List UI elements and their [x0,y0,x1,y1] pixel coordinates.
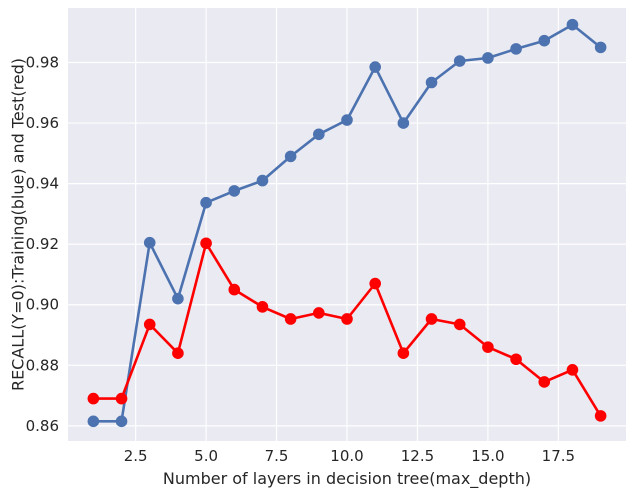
x-tick-label: 5.0 [194,447,218,465]
y-tick-label: 0.96 [26,114,59,132]
series-1-point [87,415,100,428]
y-tick-label: 0.86 [26,417,59,435]
series-1-point [482,52,494,64]
series-1-point [172,292,184,305]
series-1-point [538,34,551,47]
series-1-point [341,114,353,126]
x-axis-label: Number of layers in decision tree(max_de… [163,469,531,489]
series-1-point [566,18,579,31]
x-tick-label: 10.0 [330,447,363,465]
y-tick-label: 0.88 [26,356,59,374]
series-2-point [284,313,297,325]
series-2-point [313,307,325,319]
series-2-point [453,318,466,331]
y-tick-label: 0.92 [26,235,59,253]
x-tick-label: 17.5 [542,447,575,465]
series-2-point [538,376,551,388]
series-2-point [256,301,269,313]
y-axis-label: RECALL(Y=0):Training(blue) and Test(red) [9,58,28,391]
series-2-point [594,410,607,422]
series-1-point [425,76,438,89]
x-tick-label: 2.5 [124,447,148,465]
series-2-point [87,392,100,405]
x-tick-label: 7.5 [265,447,289,465]
x-axis-ticks: 2.5 5.0 7.5 10.0 12.5 15.0 17.5 [124,447,575,465]
series-2-point [510,353,522,366]
series-1-point [397,117,410,129]
series-1-point [510,43,522,55]
series-2-point [228,283,241,296]
series-2-point [425,313,438,325]
series-2-point [369,277,381,290]
series-2-point [143,318,156,331]
series-2-point [341,313,353,325]
series-1-point [143,236,156,249]
series-2-point [200,237,212,250]
series-1-point [594,41,607,54]
y-axis-ticks: 0.86 0.88 0.90 0.92 0.94 0.96 0.98 [26,54,59,435]
series-2-point [172,347,184,359]
series-1-point [115,415,128,428]
series-1-point [256,174,269,187]
series-1-point [200,196,212,209]
series-markers [87,18,607,428]
series-2-point [482,341,494,353]
series-2-point [115,392,128,405]
y-tick-label: 0.98 [26,54,59,72]
series-2-point [566,364,579,376]
grid-lines [68,8,626,441]
series-1-point [284,150,297,163]
y-tick-label: 0.94 [26,175,59,193]
y-tick-label: 0.90 [26,296,59,314]
x-tick-label: 15.0 [471,447,504,465]
series-1-point [228,185,241,197]
x-tick-label: 12.5 [401,447,434,465]
series-1-point [369,61,381,73]
series-2-point [397,347,410,359]
series-1-point [453,55,466,67]
series-1-point [313,128,325,141]
